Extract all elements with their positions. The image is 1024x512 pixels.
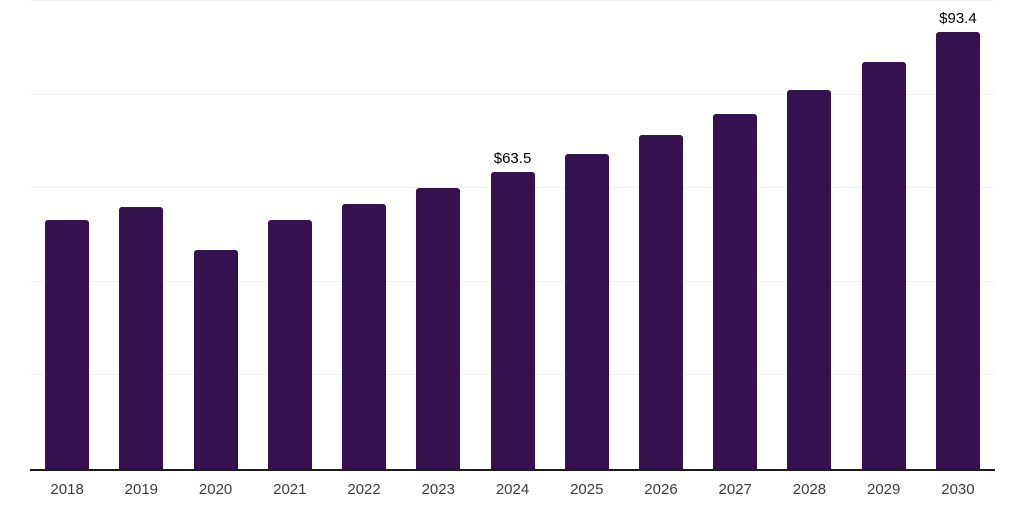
bar-2027 (713, 113, 758, 469)
x-tick-2025: 2025 (570, 481, 604, 498)
bar-2023 (416, 188, 461, 469)
bar-2020 (193, 250, 238, 469)
bar-2025 (564, 153, 609, 469)
data-label-2030: $93.4 (939, 9, 977, 27)
bar-2028 (787, 89, 832, 469)
x-tick-2028: 2028 (792, 481, 827, 498)
data-label-2024: $63.5 (493, 149, 532, 167)
bar-cell-2021 (253, 1, 327, 469)
bar-cell-2022 (327, 1, 401, 469)
bar-2029 (861, 62, 906, 469)
bars-container: $63.5 $93.4 (30, 1, 995, 469)
x-tick-2024: 2024 (495, 481, 530, 498)
bar-2024 (490, 171, 535, 469)
bar-2021 (267, 220, 312, 469)
bar-2030 (935, 31, 980, 469)
x-tick-2022: 2022 (347, 481, 381, 498)
x-tick-2021: 2021 (273, 481, 307, 498)
x-tick-2018: 2018 (50, 481, 84, 498)
bar-cell-2018 (30, 1, 104, 469)
bar-cell-2023 (401, 1, 475, 469)
x-tick-2020: 2020 (198, 481, 233, 498)
x-tick-2027: 2027 (718, 481, 752, 498)
plot-area: $63.5 $93.4 (30, 0, 995, 471)
x-axis-labels: 2018 2019 2020 2021 2022 2023 2024 2025 2026 2027… (30, 481, 995, 499)
bar-cell-2025 (550, 1, 624, 469)
bar-2018 (45, 219, 90, 469)
bar-2026 (638, 134, 683, 469)
bar-cell-2020 (178, 1, 252, 469)
bar-2022 (342, 204, 387, 469)
bar-cell-2026 (624, 1, 698, 469)
bar-cell-2029 (847, 1, 921, 469)
bar-cell-2028 (772, 1, 846, 469)
x-tick-2029: 2029 (867, 481, 901, 498)
x-tick-2026: 2026 (644, 481, 678, 498)
bar-cell-2019 (104, 1, 178, 469)
x-tick-2023: 2023 (421, 481, 455, 498)
bar-cell-2024: $63.5 (475, 1, 549, 469)
x-tick-2030: 2030 (941, 481, 975, 498)
bar-cell-2027 (698, 1, 772, 469)
x-tick-2019: 2019 (124, 481, 159, 498)
bar-cell-2030: $93.4 (921, 1, 995, 469)
bar-2019 (119, 206, 164, 469)
